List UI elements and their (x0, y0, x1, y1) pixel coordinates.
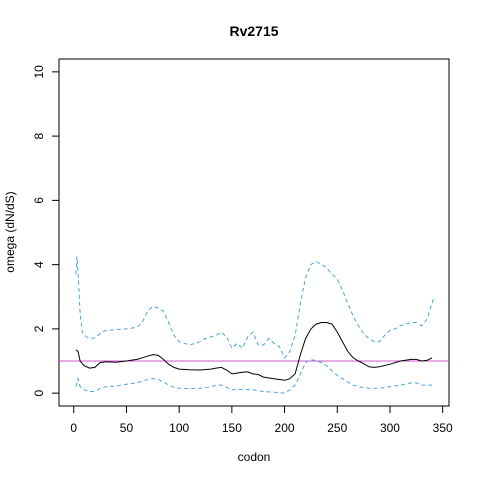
y-tick-label: 0 (32, 389, 46, 396)
y-tick-label: 2 (32, 325, 46, 332)
ci-line-2 (75, 358, 433, 394)
ci-line-1 (75, 256, 435, 359)
omega-line (75, 322, 433, 381)
y-tick-label: 4 (32, 261, 46, 268)
plot-frame (58, 58, 450, 407)
x-tick-label: 100 (169, 421, 189, 435)
x-tick-label: 200 (275, 421, 295, 435)
x-tick-label: 0 (70, 421, 77, 435)
series-group (75, 256, 435, 394)
x-tick-label: 250 (327, 421, 347, 435)
x-tick-label: 50 (120, 421, 134, 435)
y-tick-label: 6 (32, 197, 46, 204)
x-tick-label: 300 (380, 421, 400, 435)
x-axis-label: codon (238, 450, 271, 464)
chart-title: Rv2715 (229, 23, 278, 39)
y-tick-label: 10 (32, 65, 46, 79)
y-tick-label: 8 (32, 132, 46, 139)
y-axis-label: omega (dN/dS) (3, 191, 17, 272)
axes: 0 50 100 150 200 250 300 350 0 2 4 6 8 10 (32, 65, 453, 435)
x-tick-label: 150 (222, 421, 242, 435)
x-tick-label: 350 (433, 421, 453, 435)
